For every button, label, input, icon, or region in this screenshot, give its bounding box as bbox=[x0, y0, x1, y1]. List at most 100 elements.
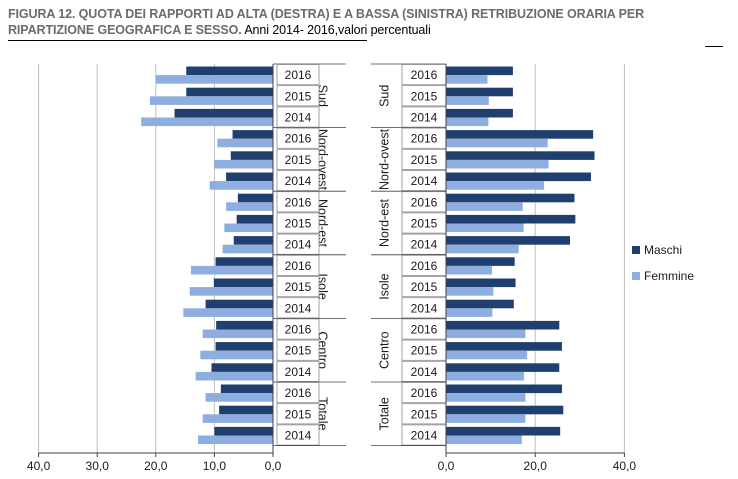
bar-maschi-centro-2014 bbox=[211, 363, 273, 372]
year-label-2015: 2015 bbox=[411, 153, 438, 167]
bar-femmine-sud-2015 bbox=[446, 96, 489, 105]
year-label-2014: 2014 bbox=[411, 174, 438, 188]
year-box bbox=[276, 382, 320, 404]
x-tick-label: 0,0 bbox=[265, 459, 282, 473]
year-label-2015: 2015 bbox=[411, 344, 438, 358]
year-label-2014: 2014 bbox=[285, 301, 312, 315]
bar-maschi-totale-2015 bbox=[219, 405, 273, 415]
year-label-2015: 2015 bbox=[285, 153, 312, 167]
bar-femmine-totale-2015 bbox=[446, 414, 526, 423]
year-label-2016: 2016 bbox=[411, 68, 438, 82]
year-label-2016: 2016 bbox=[411, 132, 438, 146]
bar-femmine-nord-est-2015 bbox=[224, 223, 273, 233]
right-chart-panel: Sud 2016 2015 2014 Nord-ovest 2016 2015 2014 Nor… bbox=[371, 63, 637, 473]
bar-femmine-totale-2014 bbox=[446, 435, 522, 445]
year-box bbox=[276, 233, 320, 255]
bar-maschi-totale-2014 bbox=[446, 426, 561, 436]
bar-maschi-nord-ovest-2015 bbox=[446, 151, 595, 160]
group-label-sud: Sud bbox=[377, 85, 391, 107]
bar-femmine-nord-ovest-2016 bbox=[446, 138, 548, 148]
bar-femmine-centro-2014 bbox=[195, 371, 273, 381]
year-label-2016: 2016 bbox=[285, 259, 312, 273]
x-tick-label: 40,0 bbox=[613, 459, 637, 473]
bar-maschi-nord-est-2015 bbox=[446, 214, 576, 224]
bar-maschi-sud-2014 bbox=[446, 108, 513, 118]
bar-femmine-isole-2014 bbox=[446, 308, 493, 317]
year-box bbox=[276, 64, 320, 86]
year-label-2015: 2015 bbox=[285, 280, 312, 294]
year-label-2016: 2016 bbox=[285, 323, 312, 337]
bar-femmine-isole-2014 bbox=[183, 308, 273, 317]
bar-femmine-nord-est-2016 bbox=[226, 202, 273, 211]
bar-maschi-nord-ovest-2015 bbox=[230, 151, 273, 160]
x-tick-label: 10,0 bbox=[203, 459, 227, 473]
legend-label-femmine: Femmine bbox=[644, 269, 694, 283]
bar-femmine-nord-ovest-2014 bbox=[446, 181, 545, 190]
year-box bbox=[276, 297, 320, 319]
title-underline bbox=[8, 40, 367, 41]
year-label-2014: 2014 bbox=[285, 174, 312, 188]
bar-maschi-nord-ovest-2014 bbox=[446, 172, 591, 182]
bar-maschi-sud-2016 bbox=[186, 66, 273, 76]
group-label-centro: Centro bbox=[377, 331, 391, 369]
bar-maschi-centro-2015 bbox=[215, 342, 273, 351]
bar-maschi-nord-ovest-2016 bbox=[446, 130, 594, 139]
year-label-2016: 2016 bbox=[411, 259, 438, 273]
bar-maschi-totale-2014 bbox=[214, 426, 273, 436]
chart-title: FIGURA 12. QUOTA DEI RAPPORTI AD ALTA (D… bbox=[8, 6, 730, 38]
group-label-totale: Totale bbox=[377, 397, 391, 430]
year-label-2014: 2014 bbox=[285, 238, 312, 252]
bar-maschi-sud-2014 bbox=[174, 108, 273, 118]
bar-maschi-isole-2014 bbox=[446, 299, 514, 309]
year-label-2014: 2014 bbox=[411, 111, 438, 125]
bar-femmine-centro-2015 bbox=[200, 350, 273, 360]
bar-femmine-totale-2015 bbox=[202, 414, 273, 423]
year-label-2016: 2016 bbox=[411, 195, 438, 209]
bar-femmine-sud-2014 bbox=[446, 117, 489, 127]
year-label-2016: 2016 bbox=[411, 323, 438, 337]
title-rule-right bbox=[705, 46, 723, 47]
year-label-2014: 2014 bbox=[411, 365, 438, 379]
year-label-2016: 2016 bbox=[285, 195, 312, 209]
bar-femmine-totale-2014 bbox=[197, 435, 273, 445]
year-label-2014: 2014 bbox=[285, 365, 312, 379]
bar-femmine-nord-est-2016 bbox=[446, 202, 523, 211]
left-chart-panel: Sud201620152014Nord-ovest201620152014Nor… bbox=[27, 63, 346, 473]
bar-maschi-totale-2016 bbox=[446, 384, 562, 394]
bar-femmine-nord-est-2015 bbox=[446, 223, 524, 233]
x-tick-label: 40,0 bbox=[27, 459, 51, 473]
bar-femmine-isole-2016 bbox=[190, 265, 273, 275]
year-label-2014: 2014 bbox=[411, 301, 438, 315]
group-label-nord-est: Nord-est bbox=[377, 199, 391, 247]
bar-maschi-isole-2015 bbox=[213, 278, 273, 288]
bar-femmine-isole-2015 bbox=[446, 287, 494, 296]
x-tick-label: 30,0 bbox=[86, 459, 110, 473]
year-label-2015: 2015 bbox=[411, 89, 438, 103]
year-box bbox=[276, 339, 320, 361]
bar-femmine-nord-ovest-2016 bbox=[217, 138, 273, 148]
x-tick-label: 20,0 bbox=[144, 459, 168, 473]
bar-femmine-nord-ovest-2014 bbox=[209, 181, 273, 190]
bar-maschi-isole-2015 bbox=[446, 278, 516, 288]
bar-maschi-sud-2016 bbox=[446, 66, 513, 76]
year-label-2016: 2016 bbox=[285, 386, 312, 400]
legend: Maschi Femmine bbox=[632, 243, 694, 283]
bar-femmine-nord-ovest-2015 bbox=[214, 159, 273, 169]
bar-femmine-totale-2016 bbox=[446, 393, 526, 402]
year-box bbox=[276, 148, 320, 170]
legend-label-maschi: Maschi bbox=[644, 243, 682, 257]
bar-femmine-isole-2016 bbox=[446, 265, 492, 275]
year-label-2014: 2014 bbox=[411, 429, 438, 443]
year-label-2015: 2015 bbox=[411, 407, 438, 421]
group-label-isole: Isole bbox=[377, 273, 391, 299]
bar-maschi-isole-2016 bbox=[446, 257, 515, 266]
bar-femmine-isole-2015 bbox=[189, 287, 273, 296]
year-box bbox=[276, 191, 320, 213]
bar-maschi-centro-2016 bbox=[216, 320, 273, 330]
year-box bbox=[276, 106, 320, 128]
year-box bbox=[276, 85, 320, 107]
year-box bbox=[276, 212, 320, 234]
year-box bbox=[276, 170, 320, 192]
year-label-2016: 2016 bbox=[285, 68, 312, 82]
